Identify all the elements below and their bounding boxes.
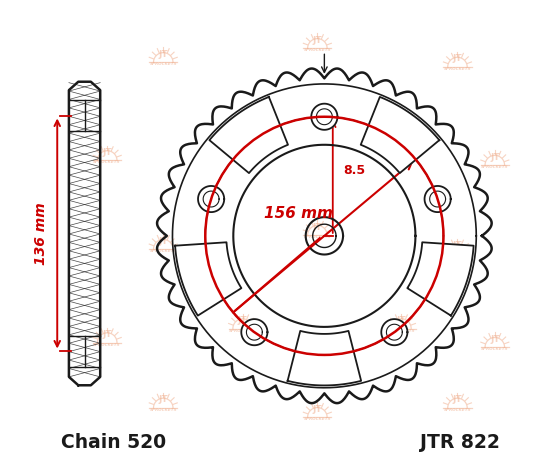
Text: 156 mm: 156 mm <box>264 206 333 221</box>
Text: SPROCKETS: SPROCKETS <box>481 347 508 351</box>
Text: JT: JT <box>490 335 500 344</box>
Text: JT: JT <box>312 405 322 414</box>
Text: SPROCKETS: SPROCKETS <box>150 249 177 253</box>
Polygon shape <box>209 97 288 173</box>
Text: SPROCKETS: SPROCKETS <box>388 329 415 333</box>
Text: SPROCKETS: SPROCKETS <box>444 254 472 258</box>
Text: 8.5: 8.5 <box>344 164 366 177</box>
Text: JT: JT <box>396 139 406 148</box>
Polygon shape <box>311 104 338 130</box>
Text: JT: JT <box>452 55 462 64</box>
Text: SPROCKETS: SPROCKETS <box>229 151 256 155</box>
Text: JT: JT <box>158 396 168 404</box>
Text: JT: JT <box>102 330 112 339</box>
Text: JT: JT <box>452 241 462 250</box>
Text: JT: JT <box>238 316 248 325</box>
Text: SPROCKETS: SPROCKETS <box>94 343 121 347</box>
Text: SPROCKETS: SPROCKETS <box>150 408 177 412</box>
Text: SPROCKETS: SPROCKETS <box>304 49 331 52</box>
Text: JT: JT <box>452 396 462 404</box>
Text: JT: JT <box>158 50 168 59</box>
Text: JT: JT <box>158 237 168 246</box>
Polygon shape <box>288 331 361 385</box>
Text: 136 mm: 136 mm <box>34 202 48 265</box>
Text: SPROCKETS: SPROCKETS <box>444 67 472 71</box>
Text: JT: JT <box>312 223 322 232</box>
Text: SPROCKETS: SPROCKETS <box>150 63 177 66</box>
Text: JT: JT <box>238 139 248 148</box>
Text: JT: JT <box>102 148 112 157</box>
Text: SPROCKETS: SPROCKETS <box>94 161 121 164</box>
Text: SPROCKETS: SPROCKETS <box>304 235 331 239</box>
Text: SPROCKETS: SPROCKETS <box>444 408 472 412</box>
Text: JT: JT <box>312 36 322 45</box>
Text: SPROCKETS: SPROCKETS <box>229 329 256 333</box>
Text: JT: JT <box>396 316 406 325</box>
Polygon shape <box>198 186 224 212</box>
Polygon shape <box>241 319 268 345</box>
Polygon shape <box>175 242 241 316</box>
Text: SPROCKETS: SPROCKETS <box>388 151 415 155</box>
Text: SPROCKETS: SPROCKETS <box>304 417 331 421</box>
Text: JTR 822: JTR 822 <box>419 432 500 452</box>
Text: JT: JT <box>490 153 500 162</box>
Text: SPROCKETS: SPROCKETS <box>481 165 508 169</box>
Polygon shape <box>424 186 451 212</box>
Polygon shape <box>361 97 440 173</box>
Polygon shape <box>381 319 408 345</box>
Polygon shape <box>407 242 474 316</box>
Text: Chain 520: Chain 520 <box>60 432 166 452</box>
